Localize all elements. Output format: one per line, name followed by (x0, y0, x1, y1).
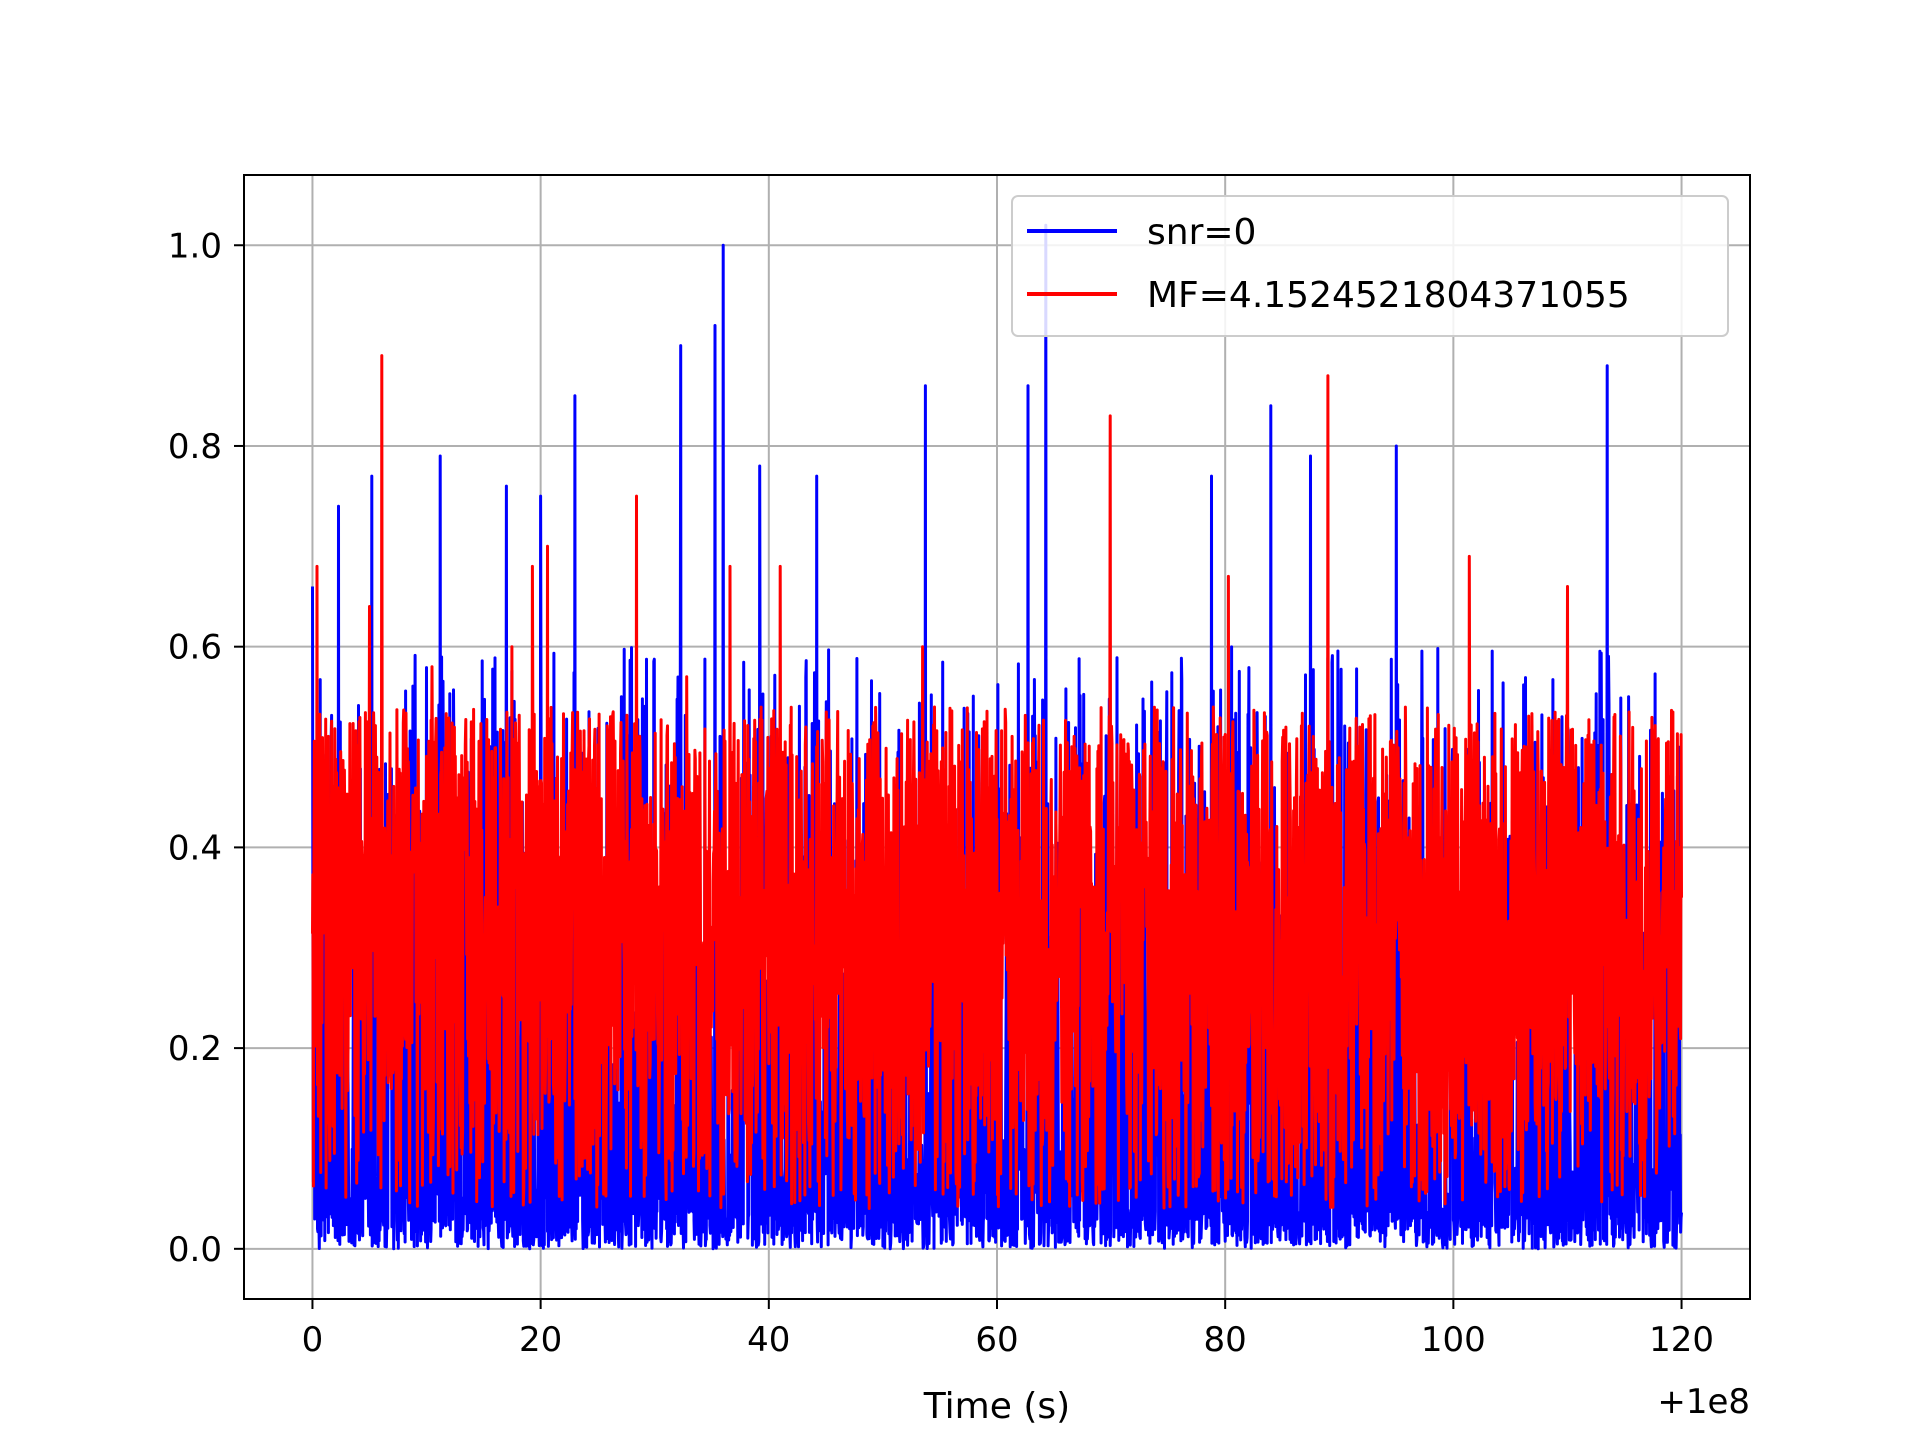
y-tick-label: 0.8 (168, 427, 222, 467)
series-layer (311, 223, 1683, 1251)
legend-frame (1011, 195, 1729, 337)
x-tick-label: 100 (1421, 1320, 1486, 1360)
legend-label-snr: snr=0 (1147, 212, 1256, 253)
x-axis-offset-label: +1e8 (1657, 1382, 1750, 1422)
x-tick-label: 0 (302, 1320, 324, 1360)
x-tick-label: 120 (1649, 1320, 1714, 1360)
x-tick-label: 20 (519, 1320, 562, 1360)
y-tick-label: 1.0 (168, 226, 222, 266)
legend-label-mf: MF=4.1524521804371055 (1147, 275, 1630, 316)
x-tick-label: 80 (1204, 1320, 1247, 1360)
legend: snr=0 MF=4.1524521804371055 (1011, 195, 1729, 337)
ticks: 0 20 40 60 80 100 120 0.0 0.2 0.4 0.6 0.8 1.0 (168, 226, 1714, 1360)
series-line-mf (311, 354, 1683, 1210)
y-tick-label: 0.4 (168, 828, 222, 868)
x-tick-label: 40 (747, 1320, 790, 1360)
y-tick-label: 0.6 (168, 628, 222, 668)
x-tick-label: 60 (975, 1320, 1018, 1360)
x-axis-label: Time (s) (923, 1386, 1070, 1427)
y-tick-label: 0.0 (168, 1230, 222, 1270)
y-tick-label: 0.2 (168, 1029, 222, 1069)
